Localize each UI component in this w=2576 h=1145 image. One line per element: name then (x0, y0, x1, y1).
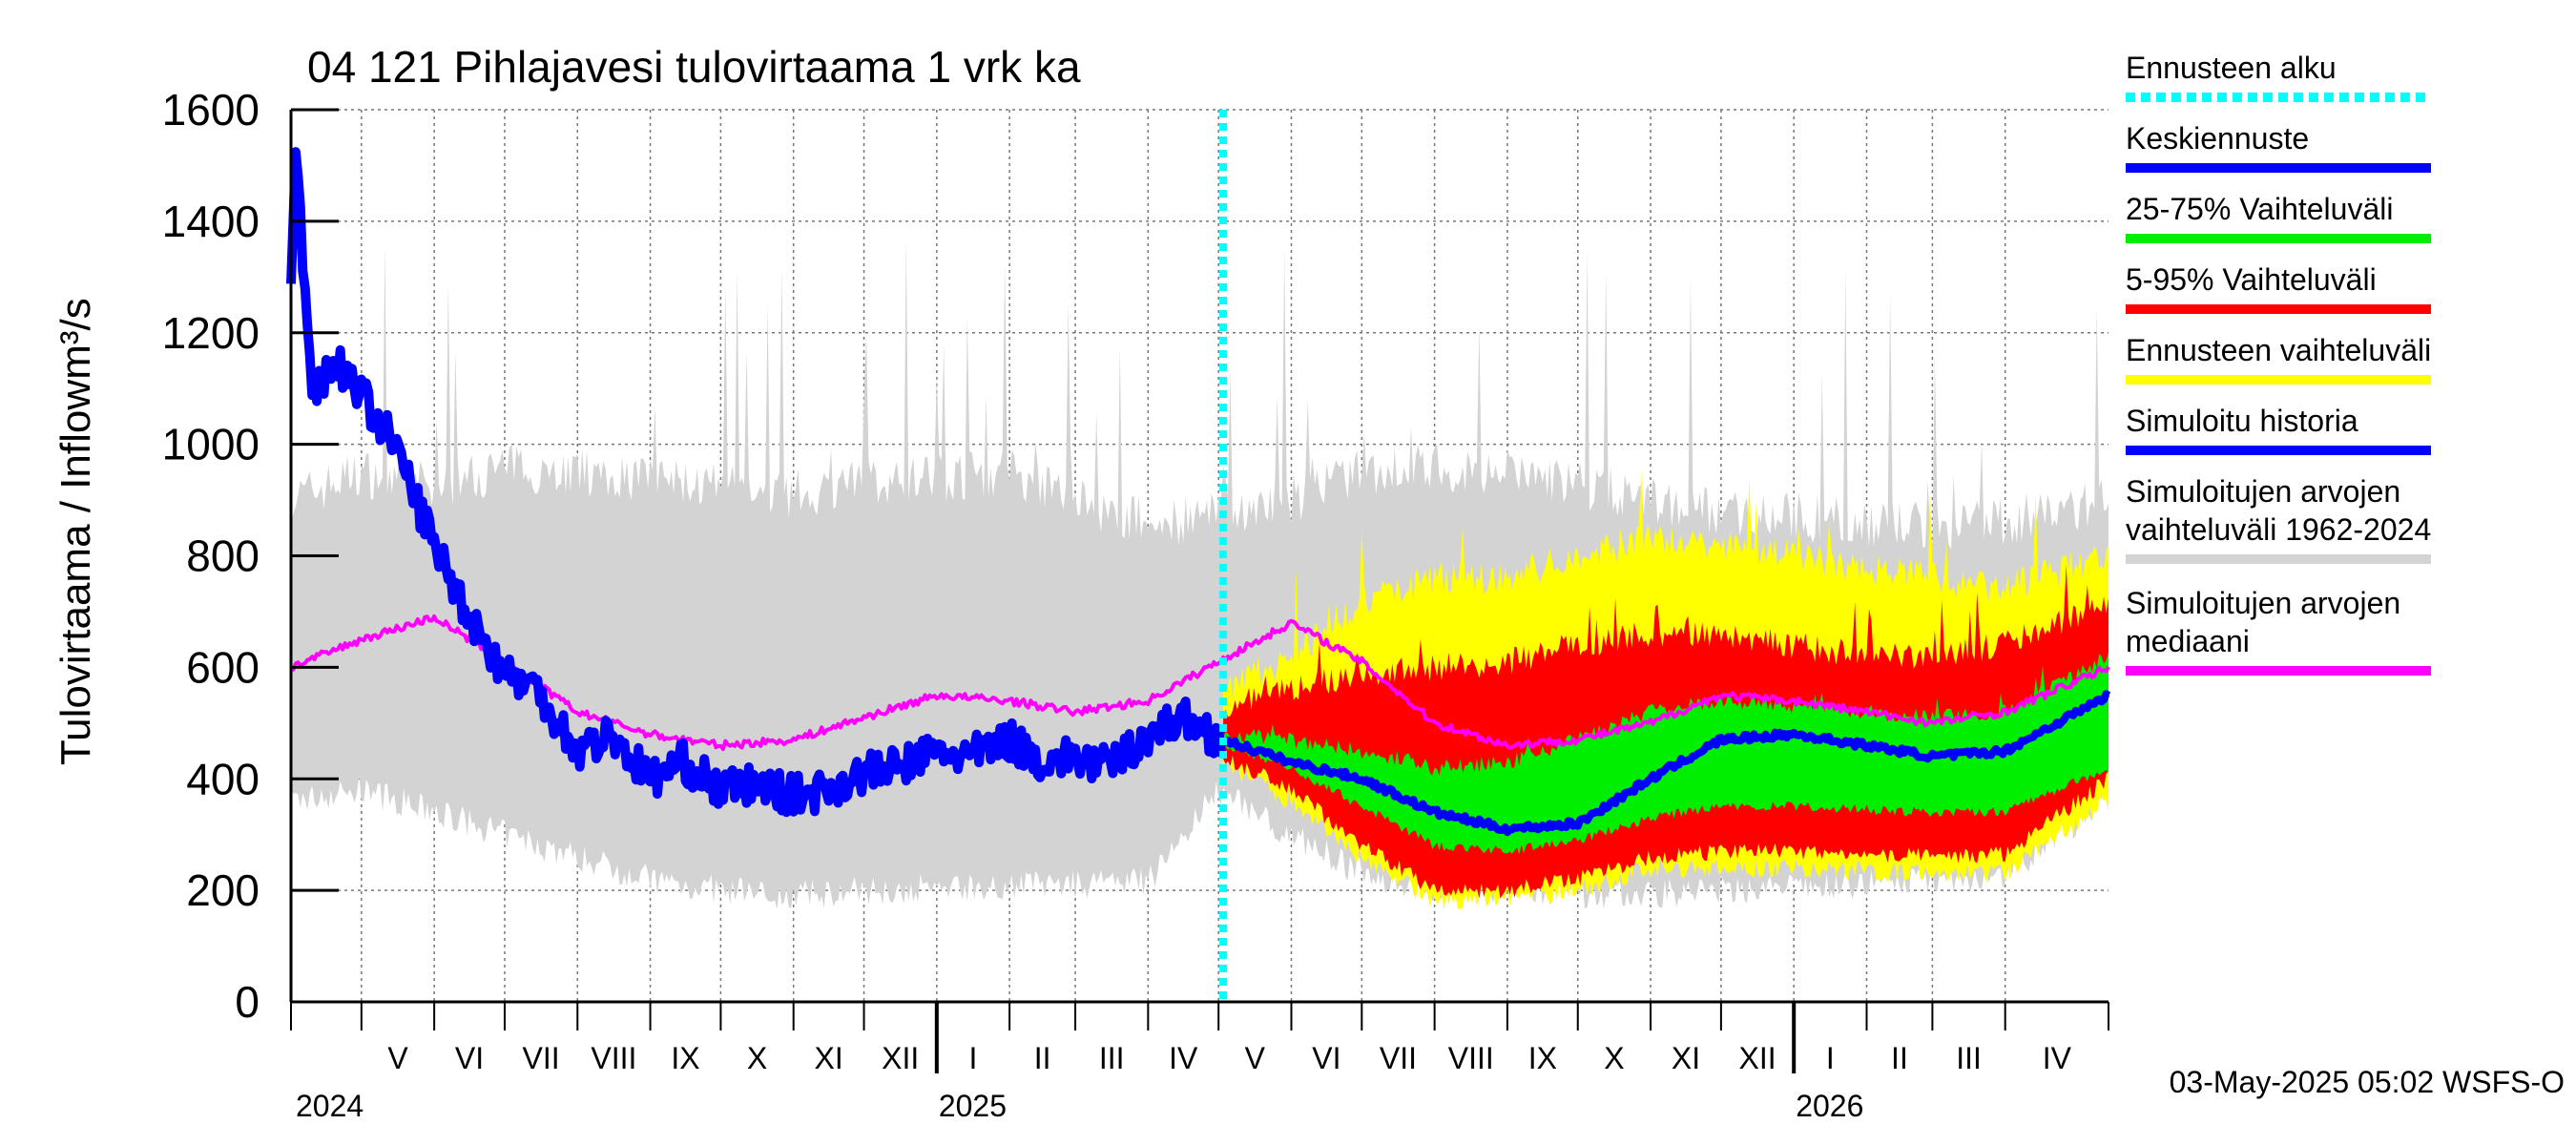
legend: Ennusteen alku Keskiennuste 25-75% Vaihtel… (2126, 51, 2431, 676)
month-label: VIII (1448, 1041, 1494, 1075)
year-label: 2025 (939, 1089, 1007, 1123)
y-tick-label: 1000 (162, 420, 260, 469)
y-tick-label: 200 (186, 865, 260, 915)
legend-label: Simuloitujen arvojen (2126, 586, 2400, 620)
month-label: VI (455, 1041, 484, 1075)
month-label: IX (1528, 1041, 1557, 1075)
month-label: VI (1312, 1041, 1340, 1075)
y-tick-label: 800 (186, 531, 260, 581)
month-label: I (1826, 1041, 1835, 1075)
legend-label: vaihteluväli 1962-2024 (2126, 512, 2431, 547)
y-tick-label: 400 (186, 754, 260, 803)
footer-timestamp: 03-May-2025 05:02 WSFS-O (2170, 1065, 2565, 1099)
month-label: III (1956, 1041, 1982, 1075)
y-tick-label: 1200 (162, 308, 260, 358)
month-label: VII (523, 1041, 560, 1075)
month-label: V (387, 1041, 408, 1075)
year-label: 2024 (296, 1089, 364, 1123)
month-label: X (1604, 1041, 1624, 1075)
chart-title: 04 121 Pihlajavesi tulovirtaama 1 vrk ka (307, 42, 1081, 92)
month-label: III (1099, 1041, 1125, 1075)
legend-label: Ennusteen vaihteluväli (2126, 333, 2431, 367)
month-label: XI (815, 1041, 843, 1075)
month-label: II (1034, 1041, 1051, 1075)
month-label: XII (882, 1041, 919, 1075)
month-label: XI (1672, 1041, 1700, 1075)
y-tick-label: 1600 (162, 85, 260, 135)
series-layer (286, 110, 2111, 1002)
historical-median-line (289, 614, 2110, 752)
y-tick-label: 0 (235, 977, 260, 1027)
month-label: IV (2043, 1041, 2072, 1075)
month-label: XII (1738, 1041, 1776, 1075)
month-label: IV (1169, 1041, 1198, 1075)
y-tick-label: 600 (186, 642, 260, 692)
month-label: V (1245, 1041, 1266, 1075)
forecast-25-75-band (1223, 652, 2109, 854)
y-tick-label: 1400 (162, 197, 260, 246)
month-label: I (969, 1041, 978, 1075)
legend-label: mediaani (2126, 624, 2250, 658)
month-label: IX (671, 1041, 699, 1075)
month-label: X (747, 1041, 767, 1075)
mean-forecast-line (1221, 690, 2111, 837)
legend-label: Keskiennuste (2126, 121, 2309, 156)
year-label: 2026 (1796, 1089, 1863, 1123)
legend-label: Ennusteen alku (2126, 51, 2337, 85)
month-label: VIII (591, 1041, 636, 1075)
y-ticks: 0 200 400 600 800 1000 1200 1400 1600 (162, 85, 339, 1027)
month-label: II (1891, 1041, 1908, 1075)
y-axis-unit: m³/s (52, 298, 99, 380)
simulated-history-line (286, 147, 1226, 818)
y-axis-label: Tulovirtaama / Inflow (52, 380, 99, 766)
legend-label: Simuloitujen arvojen (2126, 474, 2400, 509)
month-label: VII (1380, 1041, 1417, 1075)
legend-label: 25-75% Vaihteluväli (2126, 192, 2393, 226)
legend-label: 5-95% Vaihteluväli (2126, 262, 2377, 297)
x-labels: V VI VII VIII IX X XI XII I II III IV V VI VII VIII IX X X… (296, 1041, 2072, 1123)
legend-label: Simuloitu historia (2126, 404, 2358, 438)
